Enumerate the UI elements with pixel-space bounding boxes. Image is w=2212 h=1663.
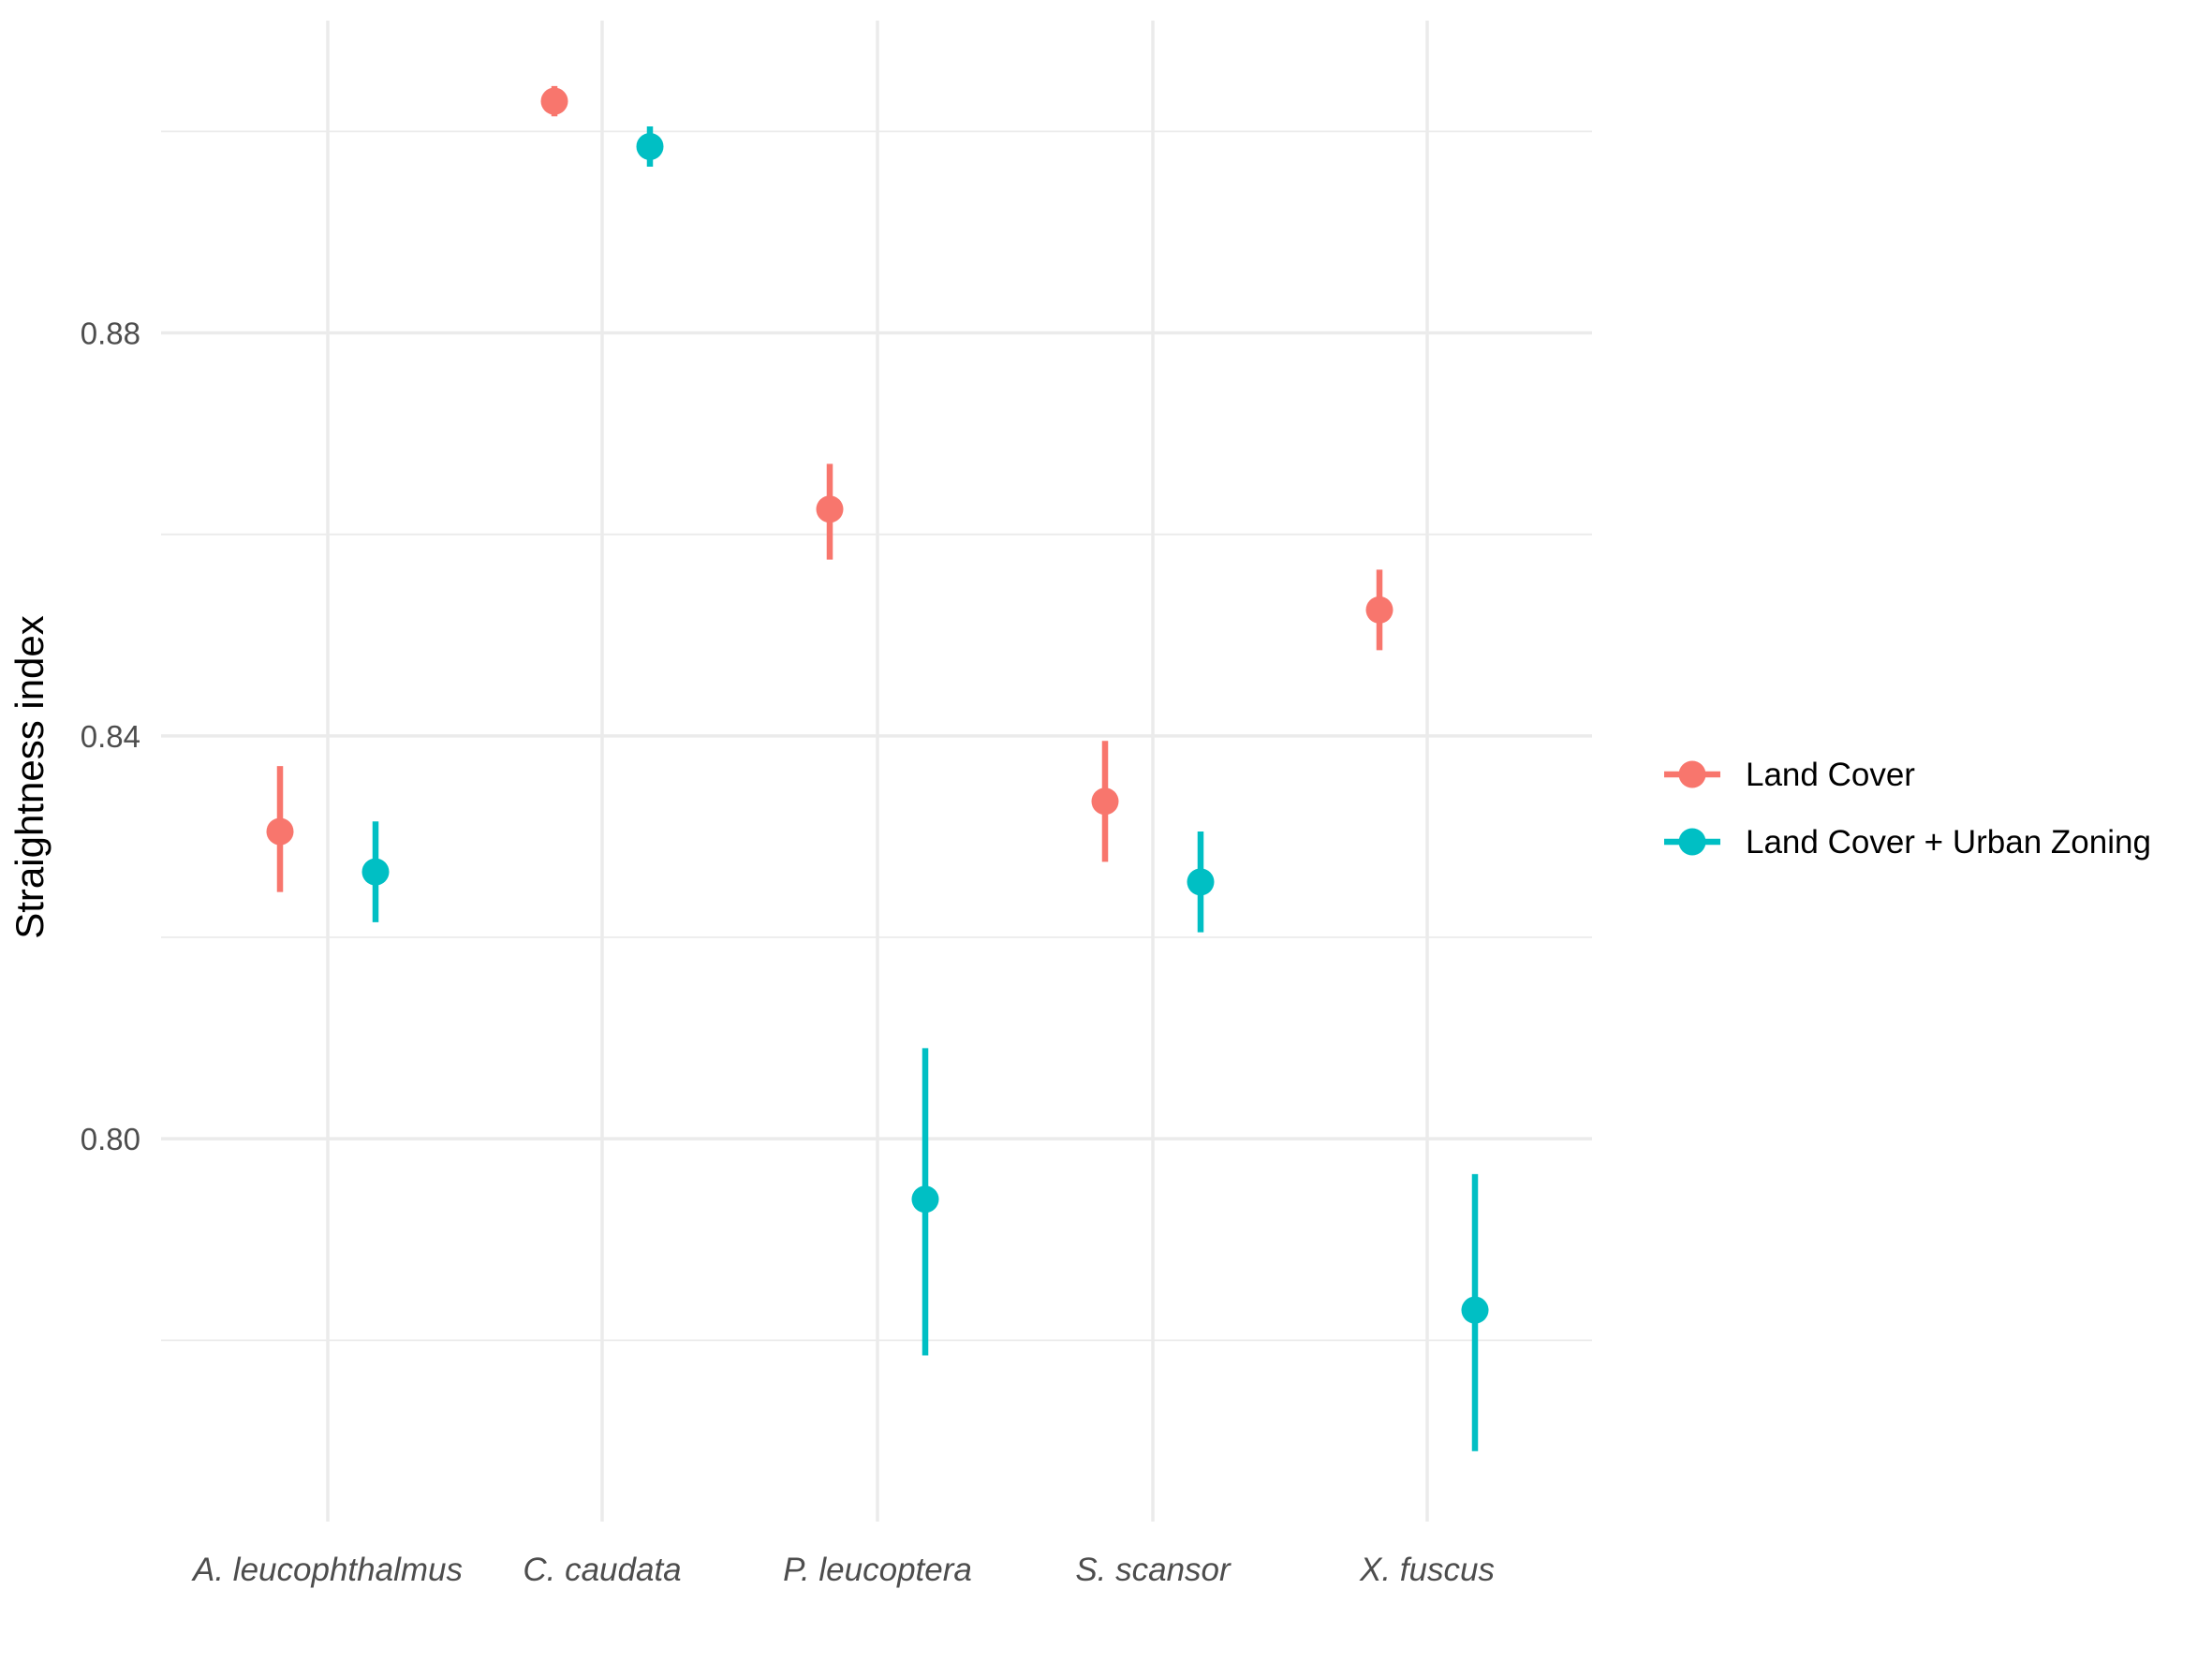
x-tick-label: X. fuscus [1359,1552,1495,1588]
data-point [816,495,844,523]
plot-marks [266,85,1489,1451]
data-point [1091,787,1119,816]
data-point [361,858,390,886]
y-axis-title: Straightness index [7,615,52,939]
y-tick-label: 0.88 [81,316,140,351]
legend: Land Cover Land Cover + Urban Zoning [1664,757,2151,861]
data-point [266,817,294,846]
legend-key-point [1678,828,1706,856]
y-tick-label: 0.80 [81,1122,140,1156]
data-point [540,87,568,115]
legend-label: Land Cover + Urban Zoning [1746,824,2151,861]
y-tick-label: 0.84 [81,719,140,754]
x-tick-label: P. leucoptera [783,1552,972,1588]
legend-label: Land Cover [1746,757,1915,793]
x-tick-label: A. leucophthalmus [191,1552,463,1588]
y-axis-ticks: 0.80 0.84 0.88 [81,316,140,1157]
legend-key-point [1678,760,1706,788]
data-point [1187,868,1215,896]
data-point [1461,1296,1489,1324]
x-tick-label: C. caudata [523,1552,681,1588]
x-tick-label: S. scansor [1075,1552,1231,1588]
grid-lines [161,21,1592,1522]
x-axis-ticks: A. leucophthalmus C. caudata P. leucoptera… [191,1552,1495,1588]
data-point [1365,596,1394,624]
data-point [636,132,664,160]
data-point [911,1185,939,1214]
